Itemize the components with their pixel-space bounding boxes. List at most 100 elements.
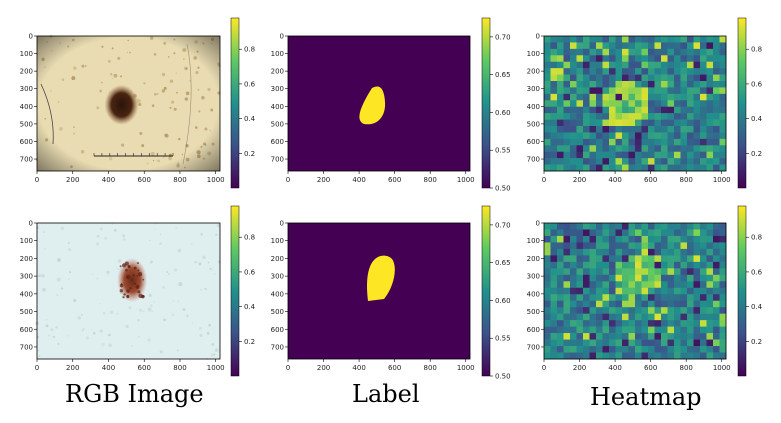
y-tick-label: 200 xyxy=(20,255,33,263)
heatmap-cell xyxy=(719,113,727,120)
skin-speckle xyxy=(104,236,108,240)
skin-speckle xyxy=(116,312,119,315)
heatmap-cell xyxy=(654,138,662,146)
heatmap-cell xyxy=(648,145,655,153)
skin-speckle xyxy=(173,268,178,272)
heatmap-cell xyxy=(693,55,701,63)
heatmap-cell xyxy=(719,346,727,353)
heatmap-cell xyxy=(641,333,649,340)
heatmap-cell xyxy=(622,132,629,140)
heatmap-cell xyxy=(563,81,571,88)
heatmap-cell xyxy=(635,281,642,289)
heatmap-cell xyxy=(602,36,610,43)
heatmap-cell xyxy=(628,320,636,327)
heatmap-cell xyxy=(648,36,655,43)
heatmap-cell xyxy=(563,268,571,276)
heatmap-cell xyxy=(628,42,636,50)
heatmap-cell xyxy=(628,235,636,243)
heatmap-cell xyxy=(602,274,610,282)
heatmap-cell xyxy=(648,287,655,295)
skin-speckle xyxy=(101,342,105,347)
heatmap-cell xyxy=(641,242,649,250)
heatmap-cell xyxy=(628,300,636,308)
heatmap-cell xyxy=(674,223,681,230)
heatmap-cell xyxy=(615,242,623,250)
y-tick-label: 300 xyxy=(271,85,284,93)
heatmap-cell xyxy=(589,339,597,347)
heatmap-cell xyxy=(557,268,564,276)
heatmap-cell xyxy=(706,126,714,133)
y-tick-label: 200 xyxy=(20,68,33,76)
x-tick-label: 800 xyxy=(173,176,186,184)
skin-speckle xyxy=(48,334,51,337)
heatmap-cell xyxy=(667,268,675,276)
x-tick-label: 600 xyxy=(138,176,151,184)
heatmap-cell xyxy=(654,242,662,250)
heatmap-cell xyxy=(596,132,603,140)
heatmap-cell xyxy=(667,274,675,282)
heatmap-cell xyxy=(667,132,675,140)
heatmap-cell xyxy=(635,339,642,347)
heatmap-cell xyxy=(557,36,564,43)
heatmap-cell xyxy=(713,93,720,101)
heatmap-cell xyxy=(719,235,727,243)
y-tick-label: 500 xyxy=(527,120,540,128)
y-tick-label: 300 xyxy=(20,85,33,93)
skin-speckle xyxy=(73,298,76,301)
heatmap-cell xyxy=(550,93,558,101)
y-tick-label: 600 xyxy=(527,138,540,146)
x-tick-label: 200 xyxy=(573,364,586,372)
heatmap-cell xyxy=(609,158,616,165)
heatmap-cell xyxy=(615,87,623,95)
heatmap-cell xyxy=(583,248,590,256)
heatmap-cell xyxy=(680,300,688,308)
lesion-dot xyxy=(120,283,123,285)
heatmap-cell xyxy=(706,48,714,56)
heatmap-cell xyxy=(615,223,623,230)
skin-speckle xyxy=(194,260,197,264)
heatmap-cell xyxy=(589,164,597,172)
heatmap-cell xyxy=(615,55,623,63)
heatmap-cell xyxy=(596,333,603,340)
heatmap-cell xyxy=(602,229,610,237)
heatmap-cell xyxy=(550,333,558,340)
heatmap-cell xyxy=(667,100,675,108)
heatmap-cell xyxy=(713,255,720,263)
heatmap-cell xyxy=(602,100,610,108)
heatmap-cell xyxy=(648,274,655,282)
heatmap-cell xyxy=(583,74,590,82)
heatmap-cell xyxy=(713,119,720,127)
heatmap-cell xyxy=(700,158,707,165)
colorbar-tick-label: 0.8 xyxy=(751,46,762,54)
heatmap-cell xyxy=(557,87,564,95)
heatmap-cell xyxy=(700,106,707,114)
skin-speckle xyxy=(50,328,54,331)
heatmap-cell xyxy=(570,248,577,256)
heatmap-cell xyxy=(635,223,642,230)
heatmap-cell xyxy=(557,261,564,269)
heatmap-cell xyxy=(557,106,564,114)
heatmap-cell xyxy=(706,235,714,243)
axes-frame xyxy=(543,222,727,360)
heatmap-cell xyxy=(589,68,597,75)
heatmap-cell xyxy=(680,339,688,347)
heatmap-cell xyxy=(622,68,629,75)
heatmap-cell xyxy=(687,339,694,347)
heatmap-cell xyxy=(680,255,688,263)
heatmap-cell xyxy=(609,132,616,140)
heatmap-cell xyxy=(641,93,649,101)
heatmap-cell xyxy=(661,346,668,353)
heatmap-cell xyxy=(680,61,688,69)
y-tick-label: 300 xyxy=(271,273,284,281)
heatmap-cell xyxy=(576,333,584,340)
heatmap-cell xyxy=(661,42,668,50)
heatmap-cell xyxy=(544,242,551,250)
heatmap-cell xyxy=(667,300,675,308)
heatmap-cell xyxy=(667,158,675,165)
heatmap-cell xyxy=(680,287,688,295)
heatmap-cell xyxy=(654,294,662,302)
y-tick-label: 0 xyxy=(280,33,284,41)
heatmap-cell xyxy=(583,352,590,360)
heatmap-cell xyxy=(654,313,662,321)
heatmap-cell xyxy=(706,223,714,230)
